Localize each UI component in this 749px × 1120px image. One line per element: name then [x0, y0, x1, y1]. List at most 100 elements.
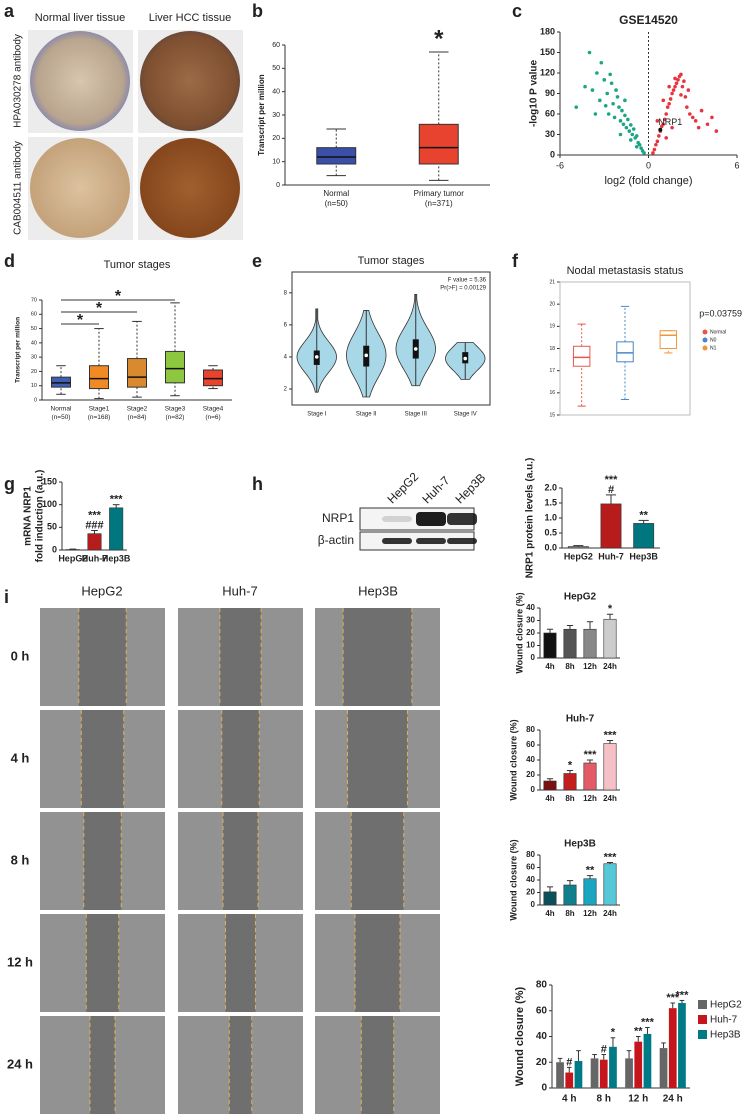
- point: [667, 101, 671, 106]
- bar: [600, 503, 622, 549]
- column-header: Huh-7: [222, 583, 257, 598]
- point: [665, 105, 670, 109]
- point: [676, 78, 680, 82]
- y-tick-label: 10: [31, 383, 37, 389]
- point: [618, 132, 623, 137]
- box: [659, 330, 678, 349]
- y-tick-label: 40: [536, 1031, 548, 1042]
- bar: [625, 1058, 633, 1088]
- y-tick-label: 80: [526, 725, 535, 734]
- bar: [659, 1048, 668, 1088]
- significance: ***: [605, 474, 619, 486]
- y-tick-label: 60: [31, 312, 37, 318]
- bar: [603, 863, 617, 906]
- box: [616, 341, 634, 363]
- point: [667, 84, 671, 89]
- median: [413, 347, 418, 351]
- x-tick-label: Hep3B: [102, 553, 131, 563]
- significance: *: [568, 759, 573, 771]
- row-label: HPA030278 antibody: [13, 34, 24, 128]
- point: [714, 129, 719, 133]
- cell-layer: [258, 812, 303, 910]
- row-label: 4 h: [11, 750, 30, 765]
- point: [629, 138, 633, 142]
- x-tick-label: 6: [734, 160, 739, 170]
- significance: *: [115, 288, 122, 305]
- cell-layer: [40, 812, 84, 910]
- significance: ###: [85, 519, 103, 531]
- row-label: CAB004511 antibody: [13, 141, 24, 235]
- plot-frame: [291, 271, 491, 406]
- chart-title: GSE14520: [619, 13, 678, 27]
- cell-layer: [400, 914, 440, 1012]
- point: [631, 127, 636, 131]
- bar: [678, 1003, 686, 1088]
- y-axis-label: -log10 P value: [529, 60, 540, 128]
- x-tick-label: HepG2: [58, 553, 87, 563]
- y-tick-label: 60: [272, 42, 280, 49]
- point: [652, 147, 657, 152]
- point: [574, 105, 579, 109]
- significance: *: [96, 300, 103, 317]
- median: [314, 355, 319, 359]
- y-axis-label: fold induction (a.u.): [35, 470, 46, 563]
- bar: [543, 891, 557, 906]
- y-tick-label: 0: [531, 653, 536, 662]
- note: Pr(>F) = 0.00129: [440, 286, 486, 292]
- panel-letter: g: [4, 474, 15, 494]
- point: [603, 104, 608, 108]
- point: [599, 60, 604, 65]
- bar: [543, 780, 557, 791]
- point-label: NRP1: [658, 117, 682, 127]
- y-tick-label: 20: [549, 301, 555, 307]
- significance: ***: [604, 851, 618, 863]
- significance: ***: [641, 1016, 655, 1028]
- box: [89, 365, 109, 390]
- cell-layer: [178, 812, 223, 910]
- x-tick-label: 4h: [545, 909, 554, 918]
- y-tick-label: 40: [526, 875, 535, 884]
- significance: #: [566, 1056, 572, 1068]
- point: [634, 134, 639, 138]
- x-tick-label: 12 h: [628, 1094, 648, 1105]
- point: [668, 97, 673, 101]
- cell-layer: [178, 608, 220, 706]
- panel-letter: f: [512, 251, 519, 271]
- y-tick-label: 0: [541, 1083, 547, 1094]
- x-tick-label: 4h: [545, 794, 554, 803]
- significance: **: [586, 865, 595, 877]
- y-tick-label: 15: [549, 412, 555, 418]
- y-tick-label: 0: [52, 544, 57, 554]
- point: [651, 151, 655, 155]
- y-tick-label: 60: [536, 1005, 548, 1016]
- y-tick-label: 2: [284, 387, 288, 393]
- tissue-image: [30, 31, 130, 131]
- x-tick-label: Stage4: [203, 406, 224, 413]
- point: [583, 84, 587, 89]
- x-tick-label: 12h: [583, 909, 597, 918]
- plot-frame: [559, 281, 691, 416]
- y-tick-label: 40: [31, 340, 37, 346]
- legend-swatch: [698, 1030, 707, 1039]
- bar: [609, 1046, 617, 1088]
- y-tick-label: 10: [526, 641, 535, 650]
- y-tick-label: 60: [526, 740, 535, 749]
- y-tick-label: 20: [31, 369, 37, 375]
- point: [623, 98, 627, 103]
- bar: [633, 523, 655, 549]
- box: [418, 123, 459, 165]
- cell-layer: [178, 710, 222, 808]
- bar: [643, 1033, 652, 1088]
- cell-layer: [259, 710, 303, 808]
- x-tick-label: HepG2: [564, 551, 593, 561]
- x-tick-label: 8h: [565, 662, 574, 671]
- highlight-point: [658, 127, 663, 132]
- point: [595, 71, 599, 75]
- significance: *: [611, 1027, 616, 1039]
- x-tick-note: (n=82): [166, 414, 185, 421]
- panel-letter: a: [4, 1, 15, 21]
- blot-band: [416, 538, 446, 544]
- point: [615, 95, 620, 99]
- panel-letter: d: [4, 251, 15, 271]
- point: [605, 91, 609, 96]
